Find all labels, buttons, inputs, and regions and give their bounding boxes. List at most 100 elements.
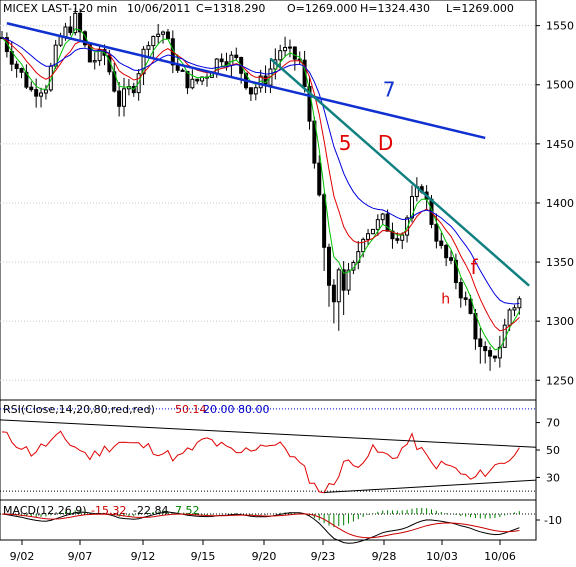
candle-body xyxy=(492,355,497,359)
candle-body xyxy=(346,269,351,291)
macd-plot xyxy=(0,507,536,544)
low-label: L=1269.000 xyxy=(446,2,514,15)
candle-body xyxy=(58,36,63,46)
candle-body xyxy=(434,223,439,242)
candle-body xyxy=(380,213,385,221)
candle-body xyxy=(190,78,195,89)
candle-body xyxy=(497,346,502,359)
candle-body xyxy=(234,54,239,59)
candle-body xyxy=(39,92,44,97)
candle-body xyxy=(97,49,102,62)
candle-body xyxy=(87,44,92,63)
annotation-h: h xyxy=(441,291,450,307)
candle-body xyxy=(156,33,161,37)
candle-body xyxy=(317,162,322,196)
candle-body xyxy=(307,86,312,122)
rsi-high-level: 80.00 xyxy=(238,403,270,416)
candle-body xyxy=(219,58,224,63)
rsi-tick-label: 70 xyxy=(546,417,560,430)
candle-body xyxy=(29,86,34,91)
rsi-low-level: 20.00 xyxy=(203,403,235,416)
rsi-upper-trendline xyxy=(0,419,537,448)
price-tick-label: 1550 xyxy=(546,20,574,33)
x-tick-label: 10/03 xyxy=(426,550,458,563)
x-tick-label: 9/02 xyxy=(10,550,35,563)
candle-body xyxy=(195,78,200,82)
candle-body xyxy=(361,238,366,253)
price-tick-label: 1500 xyxy=(546,79,574,92)
rsi-tick-label: 50 xyxy=(546,444,560,457)
x-tick-label: 9/23 xyxy=(311,550,336,563)
candle-body xyxy=(292,46,297,60)
candle-body xyxy=(336,269,341,303)
candle-body xyxy=(180,69,185,72)
price-tick-label: 1300 xyxy=(546,315,574,328)
price-tick-label: 1450 xyxy=(546,138,574,151)
date-label: 10/06/2011 xyxy=(127,2,190,15)
rsi-y-ticks: 30 50 70 xyxy=(536,417,560,484)
candle-body xyxy=(512,307,517,311)
macd-line xyxy=(1,511,520,544)
annotation-7: 7 xyxy=(383,78,396,102)
candle-body xyxy=(356,251,361,264)
rsi-value: 50.14 xyxy=(175,403,207,416)
candle-body xyxy=(370,228,375,235)
candle-body xyxy=(453,259,458,284)
macd-panel: MACD(12,26,9) -15.32 -22.84 7.52 -10 xyxy=(0,499,562,544)
candle-body xyxy=(229,54,234,66)
rsi-label: RSI(Close,14,20,80,red,red) xyxy=(3,403,155,416)
rsi-panel: RSI(Close,14,20,80,red,red) 50.14 20.00 … xyxy=(0,399,560,501)
candle-body xyxy=(19,67,24,73)
candle-body xyxy=(341,269,346,291)
macd-y-ticks: -10 xyxy=(536,514,562,527)
candle-body xyxy=(395,238,400,241)
x-tick-label: 9/07 xyxy=(68,550,93,563)
x-tick-label: 9/20 xyxy=(252,550,277,563)
candle-body xyxy=(468,298,473,314)
candle-body xyxy=(327,246,332,286)
candle-body xyxy=(73,12,78,34)
annotation-5: 5 xyxy=(339,131,352,155)
high-label: H=1324.430 xyxy=(360,2,430,15)
candle-body xyxy=(478,338,483,348)
annotation-f: f xyxy=(471,255,479,279)
candle-body xyxy=(165,31,170,40)
annotation-D: D xyxy=(378,131,393,155)
price-tick-label: 1350 xyxy=(546,256,574,269)
candle-body xyxy=(463,297,468,300)
candle-body xyxy=(117,90,122,107)
candle-body xyxy=(63,26,68,38)
candle-body xyxy=(331,284,336,303)
candle-body xyxy=(283,46,288,52)
resistance-trendline-7 xyxy=(6,22,486,140)
symbol-label: MICEX LAST-120 min xyxy=(3,2,117,15)
price-y-ticks: 1250 1300 1350 1400 1450 1500 1550 xyxy=(536,20,574,387)
price-tick-label: 1400 xyxy=(546,197,574,210)
candle-body xyxy=(385,213,390,232)
candle-body xyxy=(449,257,454,261)
candle-body xyxy=(366,233,371,240)
rsi-tick-label: 30 xyxy=(546,471,560,484)
macd-tick-label: -10 xyxy=(544,514,562,527)
candle-body xyxy=(439,240,444,246)
candle-body xyxy=(278,50,283,61)
candle-body xyxy=(92,60,97,63)
rsi-series-line xyxy=(1,430,520,494)
candle-body xyxy=(146,45,151,50)
price-panel: 1250 1300 1350 1400 1450 1500 1550 7 5 Df h MICEX… xyxy=(0,0,574,401)
x-tick-label: 10/06 xyxy=(484,550,516,563)
x-axis: 9/02 9/07 9/12 9/15 9/20 9/23 9/28 10/03 10/06 xyxy=(10,540,516,563)
open-label: O=1269.000 xyxy=(287,2,357,15)
candle-body xyxy=(253,87,258,95)
candle-body xyxy=(4,37,9,53)
x-tick-label: 9/28 xyxy=(372,550,397,563)
ma-slow-line xyxy=(1,37,520,305)
candle-body xyxy=(458,282,463,299)
close-label: C=1318.290 xyxy=(196,2,265,15)
candle-body xyxy=(400,234,405,241)
candle-body xyxy=(141,48,146,75)
rsi-trendlines xyxy=(0,419,537,494)
price-trendlines xyxy=(6,22,530,287)
